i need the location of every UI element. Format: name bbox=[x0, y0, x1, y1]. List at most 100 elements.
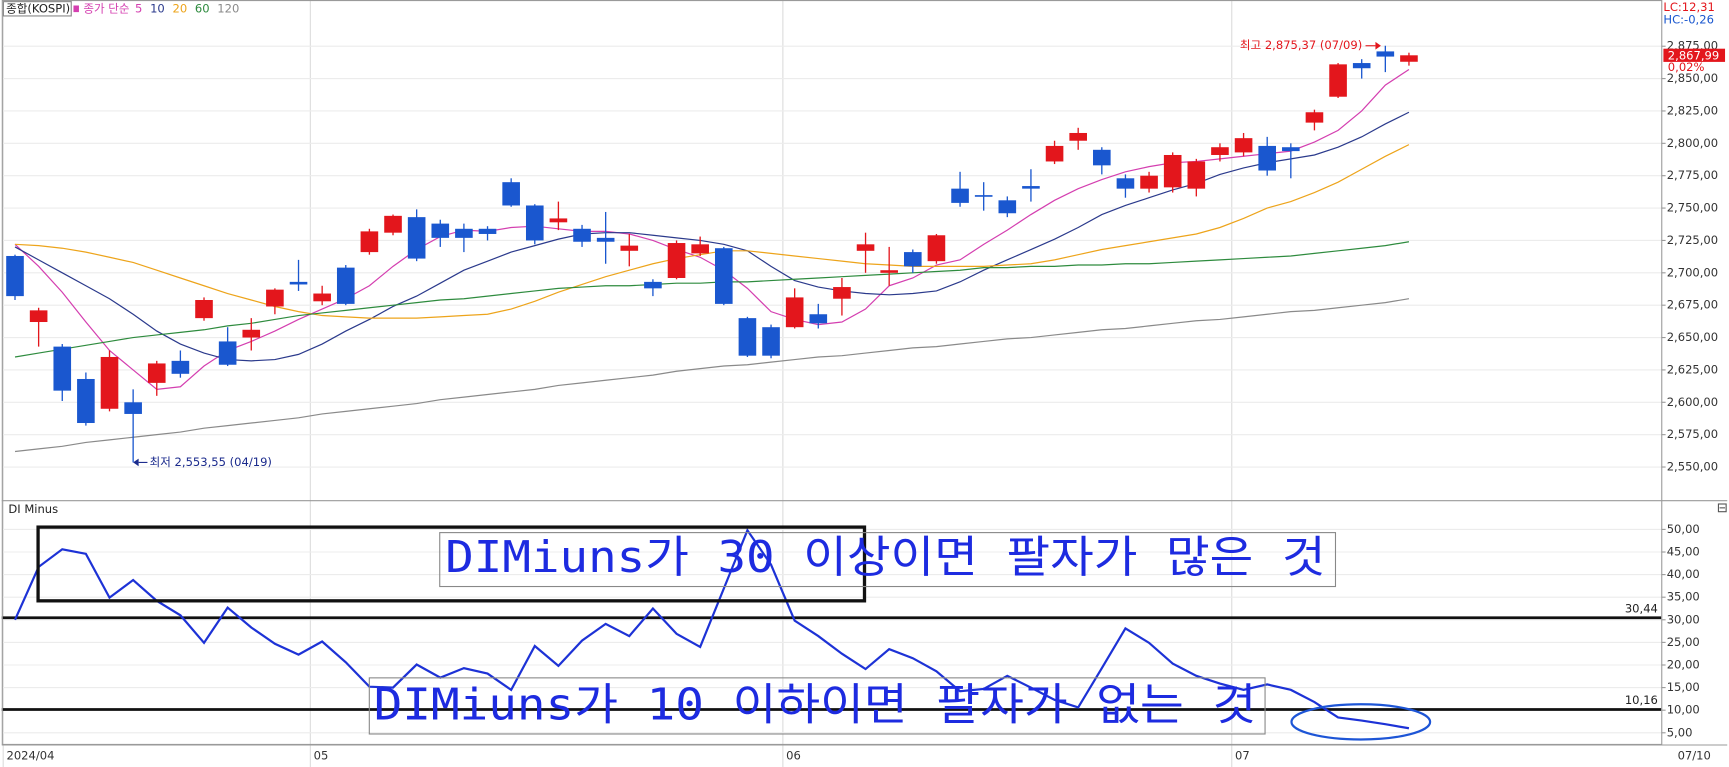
candle-body bbox=[974, 195, 993, 197]
y-tick-label: 30,00 bbox=[1667, 612, 1700, 626]
candle-body bbox=[336, 267, 355, 304]
candle-body bbox=[478, 228, 497, 234]
candle-body bbox=[620, 245, 639, 251]
moving-average-line bbox=[14, 111, 1410, 362]
highlight-ellipse bbox=[1290, 703, 1432, 741]
candle-body bbox=[147, 363, 166, 383]
candle-body bbox=[1400, 55, 1418, 62]
candle-body bbox=[667, 243, 686, 278]
candle-body bbox=[360, 231, 379, 253]
candle-body bbox=[927, 235, 946, 262]
legend-symbol: 종합(KOSPI) bbox=[6, 1, 70, 15]
candle-body bbox=[880, 270, 898, 273]
legend-entry: 20 bbox=[172, 1, 187, 15]
candle-body bbox=[714, 248, 733, 304]
x-tick-label: 07 bbox=[1235, 748, 1250, 762]
candle-body bbox=[77, 378, 95, 424]
reference-label: 30,44 bbox=[1625, 602, 1658, 616]
y-tick-label: 2,700,00 bbox=[1667, 265, 1718, 279]
candle-body bbox=[809, 314, 828, 324]
candle-body bbox=[833, 287, 851, 299]
candle-body bbox=[691, 244, 709, 254]
y-tick-label: 10,00 bbox=[1667, 703, 1700, 717]
note-box bbox=[368, 677, 1266, 735]
min-arrow-head bbox=[133, 458, 139, 467]
candle-body bbox=[124, 402, 142, 414]
candle-body bbox=[455, 228, 473, 238]
y-tick-label: 2,825,00 bbox=[1667, 103, 1718, 117]
y-tick-label: 2,625,00 bbox=[1667, 362, 1718, 376]
legend-entry: 5 bbox=[135, 1, 142, 15]
legend-symbol-box bbox=[2, 1, 72, 17]
x-tick-label: 06 bbox=[786, 748, 801, 762]
change-label: 0,02% bbox=[1668, 60, 1705, 74]
candle-body bbox=[1022, 186, 1040, 189]
grid-layer bbox=[1, 0, 1666, 767]
candle-body bbox=[266, 289, 284, 307]
y-tick-label: 2,550,00 bbox=[1667, 460, 1718, 474]
legend-entry: 10 bbox=[150, 1, 165, 15]
lc-label: LC:12,31 bbox=[1663, 0, 1714, 14]
candle-body bbox=[1045, 145, 1064, 162]
candle-body bbox=[1069, 132, 1087, 141]
candle-body bbox=[384, 215, 402, 233]
candle-body bbox=[218, 341, 237, 365]
last-price-box bbox=[1663, 48, 1726, 62]
note-text: DIMiuns가 30 이상이면 팔자가 많은 것 bbox=[445, 532, 1325, 583]
max-arrow-head bbox=[1375, 41, 1381, 50]
y-tick-label: 15,00 bbox=[1667, 680, 1700, 694]
legend-entry: 60 bbox=[195, 1, 210, 15]
y-tick-label: 25,00 bbox=[1667, 635, 1700, 649]
candle-body bbox=[1116, 178, 1135, 189]
x-tick-label: 2024/04 bbox=[6, 748, 54, 762]
y-tick-label: 2,600,00 bbox=[1667, 395, 1718, 409]
candle-body bbox=[951, 188, 969, 203]
y-tick-label: 2,850,00 bbox=[1667, 71, 1718, 85]
legend-title: 종가 단순 bbox=[83, 1, 130, 15]
y-tick-label: 2,800,00 bbox=[1667, 136, 1718, 150]
moving-average-line bbox=[14, 298, 1410, 453]
candle-body bbox=[171, 360, 190, 374]
y-tick-label: 2,750,00 bbox=[1667, 201, 1718, 215]
candle-body bbox=[1187, 161, 1206, 189]
legend-entry: 120 bbox=[217, 1, 239, 15]
candle-body bbox=[525, 205, 544, 241]
candle-body bbox=[6, 255, 24, 297]
hc-label: HC:-0,26 bbox=[1663, 12, 1714, 26]
candle-body bbox=[596, 237, 615, 242]
last-price-label: 2,867,99 bbox=[1668, 48, 1719, 62]
y-tick-label: 35,00 bbox=[1667, 590, 1700, 604]
highlight-box bbox=[36, 525, 867, 603]
candle-body bbox=[53, 346, 72, 391]
candle-body bbox=[1093, 149, 1111, 166]
y-tick-label: 40,00 bbox=[1667, 567, 1700, 581]
y-tick-label: 2,725,00 bbox=[1667, 233, 1718, 247]
marks-layer bbox=[1, 45, 1662, 730]
candle-body bbox=[644, 281, 662, 289]
panel-title: DI Minus bbox=[8, 502, 58, 516]
candle-body bbox=[100, 356, 119, 409]
candle-body bbox=[904, 252, 922, 267]
note-box bbox=[439, 532, 1337, 588]
y-tick-label: 50,00 bbox=[1667, 522, 1700, 536]
candle-body bbox=[195, 300, 213, 319]
candle-body bbox=[1305, 112, 1324, 123]
di-minus-line bbox=[14, 528, 1410, 730]
candle-body bbox=[762, 327, 780, 356]
y-tick-label: 2,775,00 bbox=[1667, 168, 1718, 182]
candle-body bbox=[289, 281, 308, 285]
candle-body bbox=[549, 218, 568, 223]
candle-body bbox=[29, 310, 48, 323]
candle-body bbox=[573, 228, 591, 242]
y-tick-label: 20,00 bbox=[1667, 657, 1700, 671]
legend-icon bbox=[73, 5, 79, 13]
y-tick-label: 45,00 bbox=[1667, 545, 1700, 559]
x-end-label: 07/10 bbox=[1678, 748, 1711, 762]
max-label: 최고 2,875,37 (07/09) bbox=[1240, 38, 1362, 52]
candle-body bbox=[856, 244, 875, 251]
candle-body bbox=[1211, 147, 1229, 155]
